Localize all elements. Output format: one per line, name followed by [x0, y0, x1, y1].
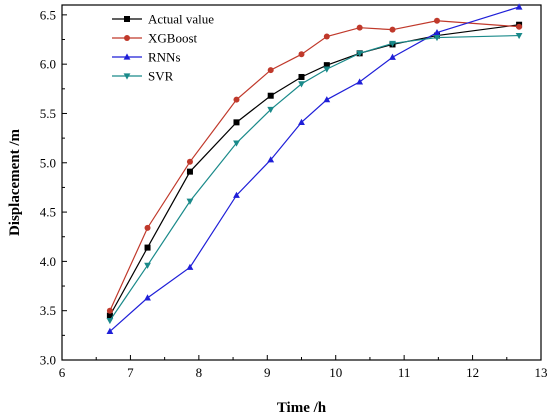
legend-marker	[124, 16, 130, 22]
y-axis-ticks: 3.0 3.5 4.0 4.5 5.0 5.5 6.0 6.5	[40, 7, 67, 368]
legend-label: XGBoost	[148, 31, 198, 46]
series-layer	[106, 3, 523, 335]
legend-label: Actual value	[148, 12, 214, 27]
data-point	[323, 62, 330, 69]
data-point	[233, 140, 240, 147]
y-axis-title: Displacement /m	[7, 128, 23, 236]
data-point	[516, 23, 523, 30]
legend-item: SVR	[112, 69, 174, 84]
data-point	[323, 66, 331, 73]
data-point	[144, 224, 151, 231]
x-axis-title: Time /h	[277, 400, 327, 416]
x-tick-label: 6	[59, 365, 66, 380]
data-point	[106, 327, 114, 335]
data-point	[298, 73, 305, 80]
data-point	[144, 262, 151, 269]
legend-marker	[123, 53, 131, 60]
x-tick-label: 10	[329, 365, 342, 380]
legend-marker	[124, 35, 130, 41]
data-point	[186, 158, 193, 165]
data-point	[433, 29, 441, 36]
data-point	[233, 191, 240, 198]
x-tick-label: 11	[398, 365, 411, 380]
y-tick-label: 4.5	[40, 205, 56, 220]
legend-item: RNNs	[112, 50, 181, 65]
data-point	[389, 26, 396, 33]
y-tick-label: 5.5	[40, 106, 56, 121]
data-point	[186, 263, 194, 270]
legend-label: RNNs	[148, 50, 181, 65]
data-point	[144, 244, 151, 251]
data-point	[389, 40, 396, 48]
data-point	[298, 81, 305, 88]
data-point	[106, 317, 114, 325]
y-tick-label: 6.5	[40, 7, 56, 22]
plot-frame	[61, 4, 542, 361]
data-point	[356, 24, 363, 31]
data-point	[356, 50, 364, 57]
y-tick-label: 5.0	[40, 155, 56, 170]
x-tick-label: 7	[127, 365, 134, 380]
data-point	[389, 53, 396, 60]
data-point	[298, 51, 305, 58]
y-tick-label: 3.0	[40, 353, 56, 368]
x-tick-label: 12	[466, 365, 479, 380]
data-point	[106, 312, 113, 319]
data-point	[433, 17, 440, 24]
data-point	[106, 307, 113, 314]
data-point	[267, 67, 274, 74]
y-tick-label: 4.0	[40, 254, 56, 269]
legend-label: SVR	[148, 69, 174, 84]
legend-item: XGBoost	[112, 31, 198, 46]
data-point	[144, 294, 151, 301]
data-point	[233, 119, 240, 126]
data-point	[515, 3, 523, 10]
plot-border	[61, 4, 542, 361]
data-point	[433, 34, 441, 42]
data-point	[356, 78, 364, 85]
data-point	[298, 118, 305, 125]
data-point	[267, 92, 274, 99]
data-point	[186, 198, 194, 205]
y-tick-label: 6.0	[40, 57, 56, 72]
y-tick-label: 3.5	[40, 303, 56, 318]
legend: Actual value XGBoost RNNs SVR	[112, 12, 214, 84]
series-xgboost	[106, 17, 523, 314]
series-actual-value	[106, 21, 523, 319]
data-point	[186, 168, 193, 175]
data-point	[515, 32, 523, 40]
data-point	[323, 33, 330, 40]
x-tick-label: 13	[535, 365, 548, 380]
data-point	[233, 96, 240, 103]
series-svr	[106, 32, 523, 325]
data-point	[323, 96, 331, 103]
legend-marker	[123, 73, 131, 80]
data-point	[267, 106, 275, 114]
data-point	[267, 156, 275, 163]
x-tick-label: 8	[196, 365, 203, 380]
x-tick-label: 9	[264, 365, 271, 380]
series-rnns	[106, 3, 523, 335]
legend-item: Actual value	[112, 12, 214, 27]
x-axis-ticks: 6 7 8 9 10 11 12 13	[59, 355, 548, 380]
